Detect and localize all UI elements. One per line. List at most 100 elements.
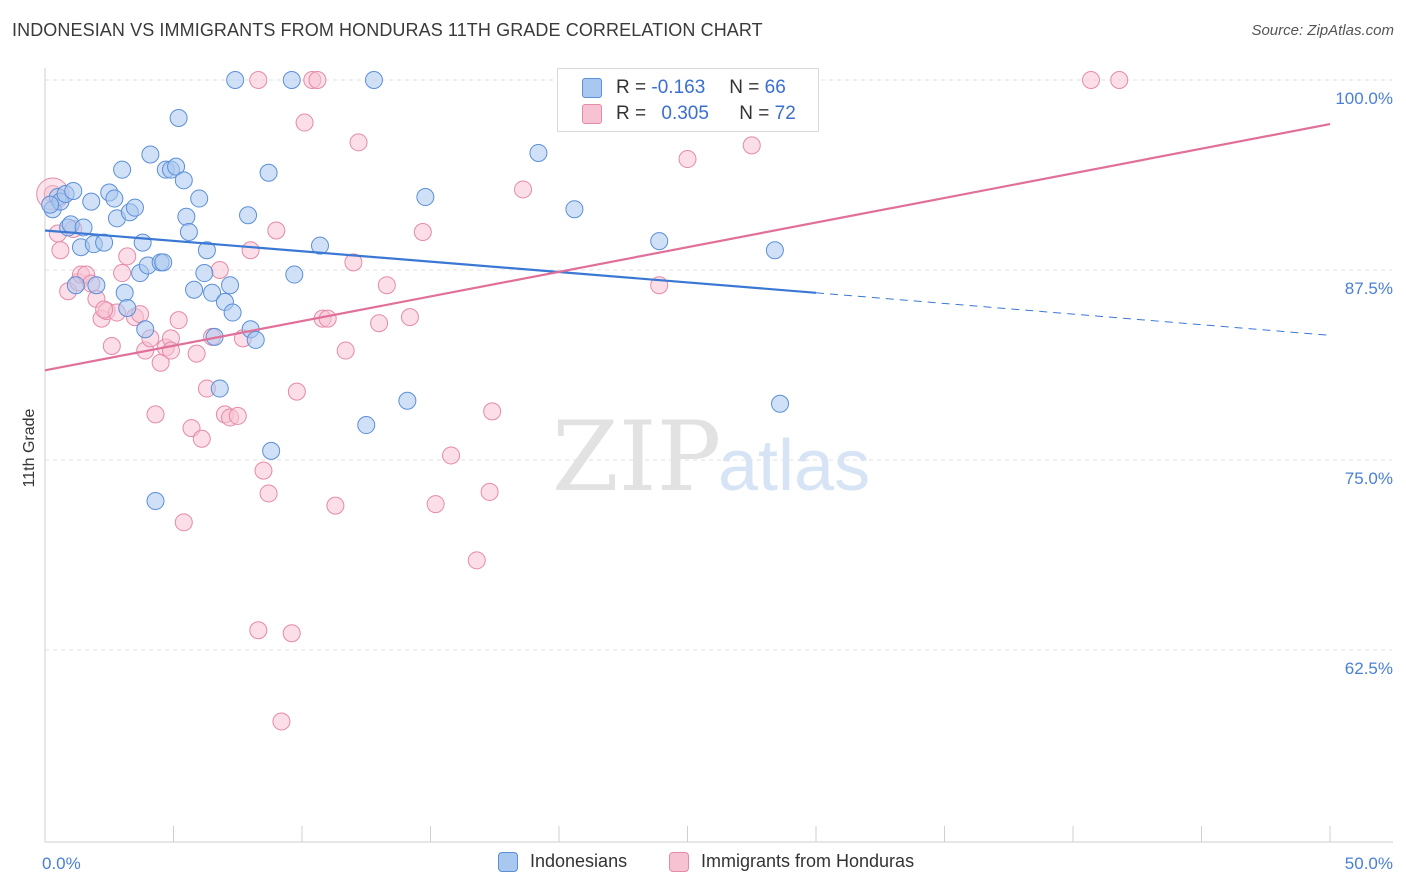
- bottom-legend-swatch-pink: [669, 851, 689, 872]
- indonesian-point: [190, 189, 209, 208]
- indonesian-point: [146, 492, 165, 511]
- indonesians-trend-extension: [815, 292, 1331, 336]
- honduras-point: [228, 406, 247, 425]
- honduras-point: [480, 482, 499, 501]
- x-tick-label: 0.0%: [42, 854, 81, 873]
- honduras-point: [370, 314, 389, 333]
- indonesian-point: [650, 232, 669, 251]
- indonesian-point: [115, 283, 134, 302]
- indonesian-point: [185, 280, 204, 299]
- honduras-point: [210, 261, 229, 279]
- honduras-point: [113, 264, 132, 283]
- indonesian-point: [226, 71, 245, 89]
- legend-r-label: R =: [616, 77, 647, 98]
- indonesian-point: [169, 109, 188, 127]
- indonesian-point: [223, 303, 242, 322]
- indonesian-point: [154, 253, 173, 272]
- honduras-point: [169, 311, 188, 330]
- honduras-point: [118, 247, 137, 266]
- honduras-point: [287, 382, 306, 401]
- honduras-point: [426, 495, 445, 514]
- indonesian-point: [221, 276, 240, 295]
- honduras-point: [514, 180, 533, 199]
- indonesian-point: [105, 189, 124, 208]
- honduras-point: [174, 513, 193, 532]
- indonesian-point: [416, 188, 435, 207]
- legend-r-label: R =: [616, 103, 647, 124]
- indonesian-point: [174, 171, 193, 190]
- bottom-legend-swatch-blue: [498, 851, 518, 872]
- honduras-point: [318, 309, 337, 328]
- indonesian-point: [133, 233, 152, 252]
- honduras-point: [102, 337, 121, 355]
- indonesian-point: [765, 241, 784, 260]
- honduras-point: [187, 344, 206, 363]
- indonesian-point: [771, 394, 790, 413]
- y-tick-label: 100.0%: [1335, 89, 1393, 108]
- honduras-point: [282, 624, 301, 643]
- legend: R = -0.163 N = 66 R = 0.305 N = 72: [557, 68, 819, 132]
- indonesians-trend-line: [44, 229, 817, 294]
- indonesian-point: [210, 379, 229, 398]
- watermark-atlas: atlas: [718, 426, 870, 506]
- indonesian-point: [203, 283, 222, 302]
- honduras-point: [95, 300, 114, 319]
- indonesian-point: [357, 416, 376, 435]
- indonesian-point: [262, 441, 281, 460]
- indonesian-point: [239, 206, 258, 225]
- indonesian-point: [66, 276, 85, 295]
- indonesian-point: [282, 71, 301, 89]
- bottom-legend-indonesians: Indonesians: [498, 851, 627, 872]
- watermark: ZIP atlas: [552, 401, 870, 513]
- indonesian-point: [41, 195, 60, 214]
- legend-row-indonesians: R = -0.163 N = 66: [582, 75, 786, 101]
- legend-n-label: N =: [739, 103, 770, 124]
- legend-r-value: 0.305: [661, 103, 709, 124]
- honduras-point: [413, 223, 432, 241]
- legend-swatch-pink: [582, 104, 602, 124]
- honduras-point: [267, 221, 286, 240]
- bottom-legend-label: Immigrants from Honduras: [701, 851, 915, 871]
- honduras-point: [344, 253, 363, 272]
- legend-n-value: 66: [764, 77, 786, 98]
- y-tick-label: 75.0%: [1345, 469, 1393, 488]
- legend-r-value: -0.163: [651, 77, 706, 98]
- legend-row-honduras: R = 0.305 N = 72: [582, 101, 796, 127]
- indonesian-point: [167, 157, 186, 176]
- legend-n-label: N =: [729, 77, 760, 98]
- honduras-point: [1081, 71, 1100, 89]
- tick-labels: 100.0% 87.5% 75.0% 62.5% 0.0% 50.0%: [42, 89, 1393, 873]
- honduras-point: [442, 446, 461, 465]
- indonesian-point: [74, 218, 93, 237]
- honduras-point: [1110, 71, 1129, 89]
- indonesian-point: [246, 330, 265, 349]
- indonesian-point: [195, 264, 214, 283]
- indonesian-point: [113, 160, 132, 179]
- indonesian-point: [82, 192, 101, 211]
- grid-lines: [45, 79, 1392, 651]
- indonesian-point: [118, 299, 137, 317]
- honduras-point: [51, 241, 70, 260]
- honduras-point: [308, 71, 327, 89]
- honduras-point: [400, 308, 419, 327]
- bottom-legend: Indonesians Immigrants from Honduras: [0, 851, 1406, 877]
- honduras-point: [295, 113, 314, 132]
- honduras-point: [249, 621, 268, 640]
- watermark-zip: ZIP: [552, 401, 721, 513]
- honduras-point: [678, 150, 697, 169]
- honduras-point: [259, 484, 278, 503]
- y-axis-label: 11th Grade: [21, 408, 38, 487]
- indonesian-point: [529, 143, 548, 162]
- indonesian-point: [141, 145, 160, 164]
- chart-title: INDONESIAN VS IMMIGRANTS FROM HONDURAS 1…: [12, 20, 763, 40]
- indonesian-point: [87, 276, 106, 295]
- bottom-legend-label: Indonesians: [530, 851, 628, 871]
- indonesian-point: [179, 223, 198, 241]
- source-label: Source: ZipAtlas.com: [1251, 22, 1394, 39]
- honduras-point: [272, 712, 291, 731]
- honduras-point: [377, 276, 396, 295]
- y-tick-label: 87.5%: [1345, 279, 1393, 298]
- trend-lines: [44, 122, 1331, 372]
- honduras-point: [241, 241, 260, 260]
